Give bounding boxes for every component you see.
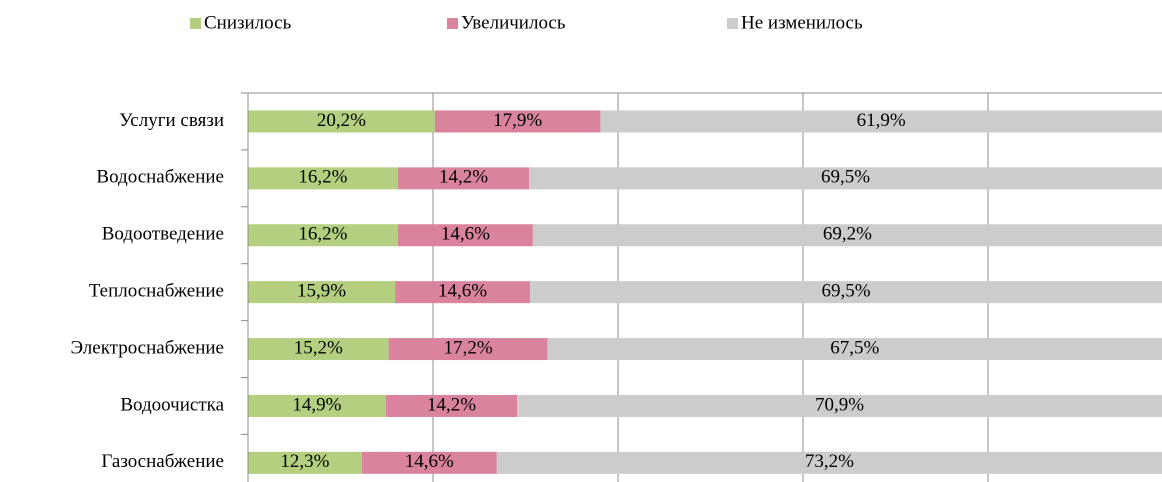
y-tick-label: Электроснабжение: [70, 337, 224, 358]
data-label: 69,5%: [821, 167, 870, 188]
y-tick-label: Теплоснабжение: [89, 281, 224, 302]
bar-segment: [248, 394, 386, 417]
data-label: 17,9%: [493, 110, 542, 131]
bar-segment: [248, 110, 435, 133]
data-label: 67,5%: [830, 337, 879, 358]
bar-segment: [248, 451, 362, 474]
data-label: 14,6%: [441, 224, 490, 245]
data-label: 17,2%: [444, 337, 493, 358]
bar-segment: [530, 281, 1162, 304]
bar-segment: [385, 394, 518, 417]
bar-segment: [248, 281, 396, 304]
data-label: 14,6%: [405, 451, 454, 472]
data-label: 15,9%: [297, 281, 346, 302]
legend-swatch: [190, 18, 201, 29]
y-tick-label: Водоотведение: [102, 224, 224, 245]
bar-segment: [529, 167, 1162, 190]
data-label: 15,2%: [294, 337, 343, 358]
legend-swatch: [727, 18, 738, 29]
legend-label: Увеличилось: [461, 12, 566, 33]
bar-segment: [547, 338, 1162, 361]
y-tick-label: Водоснабжение: [96, 167, 224, 188]
data-label: 70,9%: [815, 394, 864, 415]
bar-segment: [496, 451, 1162, 474]
data-label: 16,2%: [298, 224, 347, 245]
bar-segment: [517, 394, 1162, 417]
bar-segment: [397, 167, 530, 190]
bar-segment: [395, 281, 531, 304]
bar-segment: [600, 110, 1162, 133]
legend-swatch: [447, 18, 458, 29]
y-tick-label: Газоснабжение: [101, 451, 224, 472]
data-label: 69,5%: [822, 281, 871, 302]
bar-segment: [532, 224, 1162, 247]
data-label: 14,9%: [292, 394, 341, 415]
data-label: 20,2%: [317, 110, 366, 131]
bar-segment: [388, 338, 548, 361]
bar-segment: [248, 338, 389, 361]
data-label: 14,6%: [438, 281, 487, 302]
data-label: 73,2%: [805, 451, 854, 472]
data-label: 12,3%: [280, 451, 329, 472]
bar-segment: [397, 224, 533, 247]
data-label: 16,2%: [298, 167, 347, 188]
bar-segment: [361, 451, 497, 474]
legend-label: Не изменилось: [741, 12, 863, 33]
data-label: 69,2%: [823, 224, 872, 245]
bar-segment: [248, 167, 398, 190]
data-label: 14,2%: [439, 167, 488, 188]
data-label: 14,2%: [427, 394, 476, 415]
y-tick-label: Водоочистка: [120, 394, 224, 415]
y-tick-label: Услуги связи: [119, 110, 224, 131]
bar-segment: [434, 110, 601, 133]
data-label: 61,9%: [857, 110, 906, 131]
bar-segment: [248, 224, 398, 247]
legend-label: Снизилось: [204, 12, 292, 33]
